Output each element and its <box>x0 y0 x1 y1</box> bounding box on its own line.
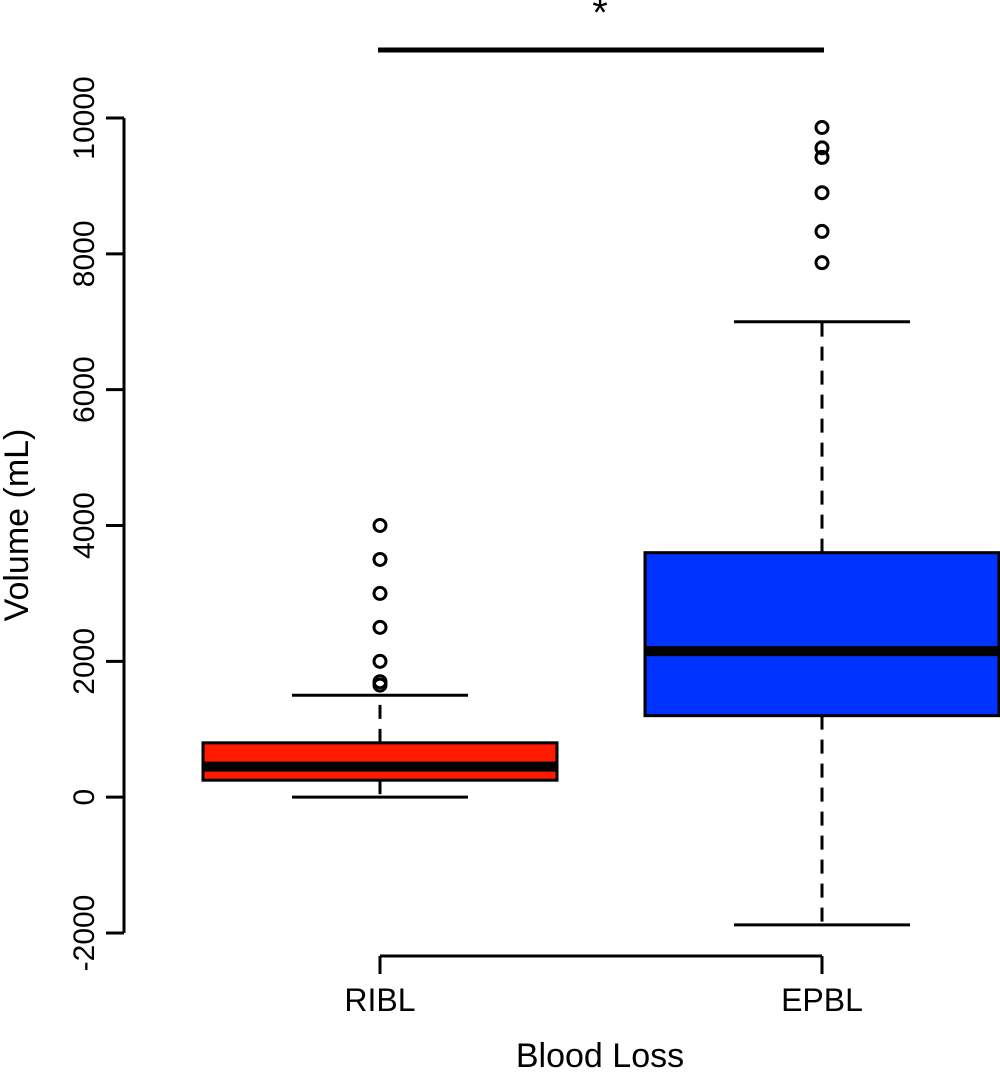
x-axis-title: Blood Loss <box>516 1037 684 1072</box>
x-axis: RIBL EPBL <box>344 954 863 1018</box>
outlier-ribl-3 <box>372 619 388 635</box>
outlier-epbl-2 <box>814 185 830 201</box>
y-axis: -2000 0 2000 4000 6000 8000 10000 <box>68 76 126 972</box>
x-tick-label-1: EPBL <box>781 982 863 1018</box>
outlier-ribl-2 <box>372 653 388 669</box>
outlier-epbl-4 <box>814 140 830 156</box>
outlier-ribl-1 <box>372 674 388 690</box>
y-tick-label-3: 4000 <box>68 492 101 559</box>
outlier-ribl-5 <box>372 551 388 567</box>
box-epbl <box>643 120 1000 927</box>
box-ribl <box>201 518 559 799</box>
outlier-epbl-1 <box>814 223 830 239</box>
box-series <box>201 120 1000 927</box>
y-tick-label-0: -2000 <box>68 895 101 972</box>
outlier-epbl-3 <box>814 149 830 165</box>
box-body-epbl <box>643 551 1000 718</box>
outlier-epbl-0 <box>814 255 830 271</box>
x-tick-label-0: RIBL <box>344 982 415 1018</box>
significance-bracket: * <box>378 0 824 53</box>
box-body-ribl <box>201 741 559 782</box>
y-tick-label-5: 8000 <box>68 220 101 287</box>
y-axis-title: Volume (mL) <box>0 429 36 622</box>
outlier-epbl-5 <box>814 120 830 136</box>
y-tick-label-6: 10000 <box>68 76 101 159</box>
y-tick-label-2: 2000 <box>68 628 101 695</box>
outlier-ribl-6 <box>372 518 388 533</box>
significance-label: * <box>592 0 608 35</box>
outlier-ribl-4 <box>372 585 388 601</box>
y-tick-label-4: 6000 <box>68 356 101 423</box>
y-tick-label-1: 0 <box>68 789 101 806</box>
